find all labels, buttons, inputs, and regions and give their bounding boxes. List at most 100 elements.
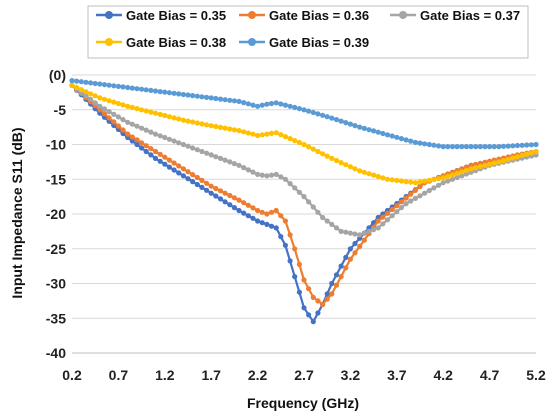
series-point [459, 169, 465, 175]
series-point [454, 170, 460, 176]
series-point [417, 140, 423, 146]
series-point [268, 209, 275, 215]
series-point [115, 83, 121, 89]
y-tick-label: -5 [54, 102, 67, 118]
legend-item: Gate Bias = 0.38 [96, 35, 226, 50]
series-point [361, 169, 367, 175]
series-point [282, 134, 288, 140]
series-point [287, 258, 293, 264]
series-point [343, 265, 349, 271]
series-point [296, 289, 302, 295]
series-point [236, 98, 242, 104]
series-point [366, 228, 372, 234]
series-point [357, 232, 363, 238]
series-point [213, 123, 219, 130]
series-point [296, 261, 302, 267]
series-point [101, 111, 108, 117]
series-point [204, 122, 210, 128]
series-point [519, 142, 525, 148]
legend-swatch-marker [248, 38, 256, 46]
series-point [250, 169, 256, 175]
series-point [222, 199, 228, 205]
series-point [510, 143, 516, 149]
series-point [199, 94, 205, 100]
series-point [162, 112, 168, 119]
series-point [454, 144, 460, 150]
series-point [394, 134, 400, 140]
series-point [324, 153, 330, 159]
series-point [394, 209, 400, 215]
series-point [166, 157, 172, 163]
series-point [227, 202, 233, 208]
y-axis-title: Input Impedance S11 (dB) [9, 127, 25, 298]
series-point [157, 111, 163, 117]
legend: Gate Bias = 0.35 Gate Bias = 0.36 Gate Bia… [87, 5, 529, 59]
series-point [199, 121, 205, 127]
legend-label: Gate Bias = 0.35 [126, 8, 226, 23]
series-point [412, 139, 418, 145]
legend-box [87, 5, 529, 59]
series-point [315, 209, 321, 215]
series-point [440, 175, 446, 181]
series-point [468, 144, 474, 150]
series-point [324, 218, 330, 224]
series-point [125, 84, 131, 91]
series-point [496, 159, 502, 165]
series-point [431, 185, 437, 191]
series-point [333, 157, 340, 164]
series-point [463, 167, 469, 173]
series-point [287, 103, 293, 109]
series-point [213, 154, 219, 160]
series-point [398, 205, 404, 211]
series-point [292, 185, 298, 191]
x-tick-label: 5.2 [526, 367, 546, 383]
series-point [315, 111, 321, 117]
series-point [352, 166, 358, 172]
legend-label: Gate Bias = 0.38 [126, 35, 226, 50]
series-point [111, 83, 117, 89]
series-point [139, 86, 145, 92]
x-tick-label: 1.7 [201, 367, 221, 383]
series-point [338, 263, 344, 269]
series-point [106, 98, 112, 104]
series-point [500, 158, 507, 164]
series-point [352, 250, 358, 256]
series-point [190, 179, 196, 185]
series-point [129, 85, 135, 91]
series-point [231, 98, 237, 104]
series-point [347, 121, 353, 127]
series-point [282, 218, 288, 224]
series-point [264, 221, 270, 227]
series-point [491, 160, 497, 166]
series-point [278, 101, 284, 107]
legend-label: Gate Bias = 0.37 [420, 8, 520, 23]
series-point [292, 246, 298, 252]
series-point [208, 152, 214, 158]
series-point [403, 137, 409, 143]
series-point [384, 210, 391, 216]
series-point [185, 169, 191, 175]
series-point [208, 123, 214, 129]
series-point [171, 90, 177, 96]
series-point [222, 157, 228, 163]
series-point [417, 193, 423, 199]
series-point [190, 145, 196, 151]
series-point [292, 104, 298, 110]
series-point [236, 197, 242, 203]
series-point [422, 190, 428, 196]
x-tick-label: 2.7 [294, 367, 314, 383]
series-point [255, 132, 261, 139]
series-point [315, 148, 321, 155]
legend-label: Gate Bias = 0.39 [269, 35, 369, 50]
series-point [148, 129, 154, 135]
series-point [287, 136, 293, 142]
series-point [473, 144, 479, 150]
series-point [245, 202, 251, 208]
series-point [236, 162, 242, 168]
series-point [459, 144, 465, 150]
series-point [152, 88, 159, 94]
series-point [514, 154, 521, 160]
series-point [255, 218, 261, 224]
series-point [92, 80, 98, 87]
